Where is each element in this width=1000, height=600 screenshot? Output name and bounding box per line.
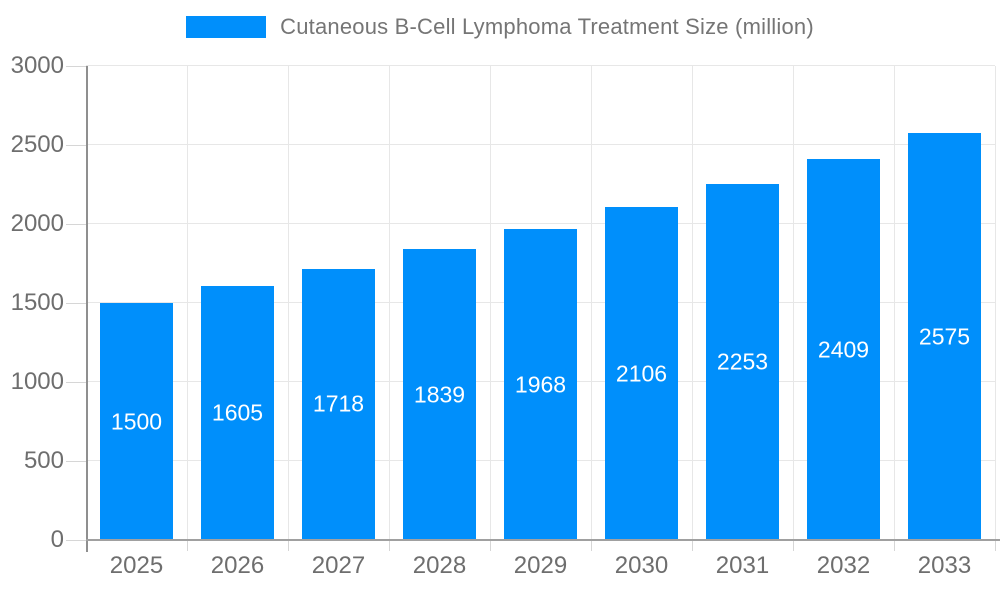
y-tick <box>66 540 86 541</box>
legend-item[interactable]: Cutaneous B-Cell Lymphoma Treatment Size… <box>0 14 1000 40</box>
legend-label: Cutaneous B-Cell Lymphoma Treatment Size… <box>280 14 814 39</box>
bar-value-label: 2575 <box>918 323 971 350</box>
bar-column: 2106 <box>591 66 692 540</box>
x-axis-line <box>86 539 1000 541</box>
x-tick <box>187 541 188 551</box>
x-axis-label: 2032 <box>816 552 871 579</box>
v-gridline <box>793 66 794 540</box>
x-tick <box>793 541 794 551</box>
bar-2027: 1718 <box>301 268 376 540</box>
y-axis-label: 3000 <box>10 52 64 79</box>
x-tick <box>591 541 592 551</box>
y-axis-label: 500 <box>23 447 64 474</box>
x-tick <box>995 541 996 551</box>
bar-column: 1839 <box>389 66 490 540</box>
bar-value-label: 2253 <box>716 348 769 375</box>
bar-value-label: 1500 <box>110 408 163 434</box>
y-axis-label: 2500 <box>10 131 64 158</box>
x-axis-label: 2029 <box>513 552 568 579</box>
bar-column: 1718 <box>288 66 389 540</box>
bar-series: 1500 1605 1718 1839 1968 2106 2253 2409 2575 <box>86 66 995 540</box>
x-axis-label: 2030 <box>614 552 669 579</box>
bar-value-label: 2106 <box>615 360 668 387</box>
bar-value-label: 1968 <box>514 371 567 398</box>
bar-2026: 1605 <box>200 286 275 540</box>
y-tick <box>66 382 86 383</box>
y-axis-line <box>86 66 88 552</box>
x-axis-label: 2025 <box>109 552 164 579</box>
y-axis-label: 1500 <box>10 289 64 316</box>
x-axis-label: 2026 <box>210 552 265 579</box>
bar-2033: 2575 <box>907 133 982 540</box>
x-axis-label: 2031 <box>715 552 770 579</box>
plot-area: 1500 1605 1718 1839 1968 2106 2253 2409 2575 <box>86 65 996 540</box>
bar-2025: 1500 <box>99 303 174 540</box>
x-tick <box>389 541 390 551</box>
v-gridline <box>995 66 996 540</box>
x-axis-label: 2028 <box>412 552 467 579</box>
bar-2029: 1968 <box>503 229 578 540</box>
bar-2031: 2253 <box>705 184 780 540</box>
y-tick <box>66 145 86 146</box>
v-gridline <box>388 66 390 540</box>
bar-2030: 2106 <box>604 207 679 540</box>
y-tick <box>66 303 86 304</box>
v-gridline <box>490 66 491 540</box>
bar-2028: 1839 <box>402 249 477 540</box>
bar-2032: 2409 <box>806 159 881 540</box>
legend-swatch <box>186 16 267 38</box>
h-gridline <box>86 144 995 145</box>
v-gridline <box>187 66 188 540</box>
v-gridline <box>894 66 895 540</box>
bar-column: 1500 <box>86 66 187 540</box>
h-gridline <box>86 65 995 66</box>
bar-column: 2253 <box>692 66 793 540</box>
y-axis-label: 1000 <box>10 368 64 395</box>
bar-column: 1968 <box>490 66 591 540</box>
y-axis-label: 2000 <box>10 210 64 237</box>
h-gridline <box>86 223 995 225</box>
x-tick <box>894 541 895 551</box>
y-tick <box>66 461 86 462</box>
bar-value-label: 1839 <box>413 381 466 408</box>
x-tick <box>692 541 693 551</box>
bar-value-label: 1718 <box>312 390 365 417</box>
v-gridline <box>591 66 592 540</box>
v-gridline <box>691 66 693 540</box>
bar-column: 1605 <box>187 66 288 540</box>
y-axis-label: 0 <box>50 526 64 553</box>
x-axis-labels: 2025 2026 2027 2028 2029 2030 2031 2032 2033 <box>86 552 995 580</box>
x-tick <box>490 541 491 551</box>
bar-column: 2575 <box>894 66 995 540</box>
v-gridline <box>288 66 289 540</box>
bar-value-label: 2409 <box>817 336 870 363</box>
x-axis-label: 2033 <box>917 552 972 579</box>
y-tick <box>66 224 86 225</box>
y-tick <box>66 66 86 67</box>
x-tick <box>288 541 289 551</box>
bar-column: 2409 <box>793 66 894 540</box>
x-axis-label: 2027 <box>311 552 366 579</box>
bar-value-label: 1605 <box>211 399 264 426</box>
